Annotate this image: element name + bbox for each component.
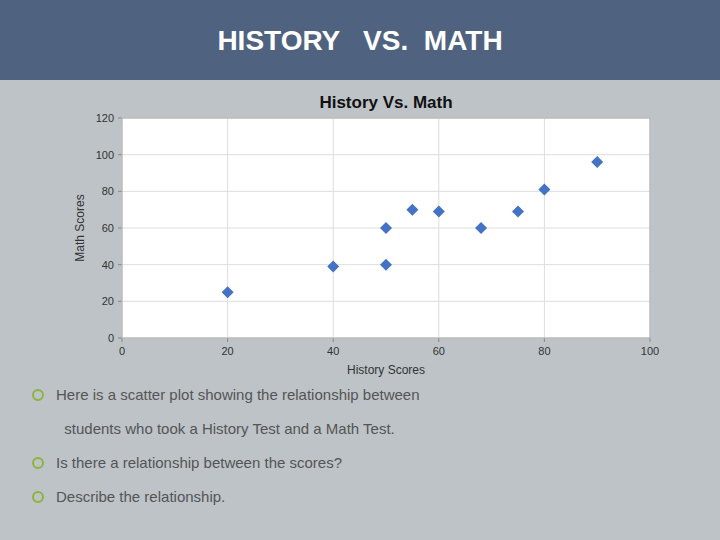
x-tick-label: 100 — [641, 345, 659, 357]
point — [380, 222, 392, 234]
y-grid-line — [122, 301, 650, 302]
y-tick-label: 100 — [96, 149, 114, 161]
x-tick — [333, 338, 334, 342]
note-text: Is there a relationship between the scor… — [56, 454, 342, 471]
point — [222, 286, 234, 298]
y-tick — [118, 338, 122, 339]
bullet — [33, 492, 43, 502]
y-tick-label: 0 — [108, 332, 114, 344]
chart-container: HISTORY VS. MATH History Vs. Math 0 20 40 60 8… — [0, 0, 720, 540]
y-axis-label: Math Scores — [73, 194, 87, 261]
y-tick — [118, 264, 122, 265]
x-tick-label: 40 — [327, 345, 339, 357]
plot-frame — [122, 118, 650, 338]
point — [406, 204, 418, 216]
point — [538, 184, 550, 196]
axes: 0 20 40 60 80 100 0 20 40 60 80 100 120 — [96, 112, 660, 357]
title: HISTORY VS. MATH — [217, 25, 502, 56]
y-tick — [118, 191, 122, 192]
point — [380, 259, 392, 271]
chart-title: History Vs. Math — [319, 93, 452, 112]
plot-area — [122, 118, 650, 338]
y-tick — [118, 154, 122, 155]
x-tick — [122, 338, 123, 342]
x-tick-label: 60 — [433, 345, 445, 357]
point — [327, 261, 339, 273]
notes: Here is a scatter plot showing the relat… — [33, 386, 420, 505]
y-tick — [118, 301, 122, 302]
point — [433, 206, 445, 218]
bullet — [33, 458, 43, 468]
header-bar — [0, 0, 720, 80]
y-tick — [118, 118, 122, 119]
y-tick — [118, 228, 122, 229]
x-tick — [650, 338, 651, 342]
y-tick-label: 80 — [102, 185, 114, 197]
x-axis-label: History Scores — [347, 363, 425, 377]
y-tick-label: 20 — [102, 295, 114, 307]
x-tick-label: 0 — [119, 345, 125, 357]
y-grid-line — [122, 154, 650, 155]
points — [222, 156, 604, 298]
note-text: Here is a scatter plot showing the relat… — [56, 386, 420, 403]
note-text: students who took a History Test and a M… — [56, 420, 395, 437]
y-grid-line — [122, 191, 650, 192]
point — [591, 156, 603, 168]
y-tick-label: 120 — [96, 112, 114, 124]
x-tick — [544, 338, 545, 342]
point — [512, 206, 524, 218]
x-tick — [438, 338, 439, 342]
grid — [122, 118, 650, 338]
x-tick-label: 20 — [221, 345, 233, 357]
point — [475, 222, 487, 234]
bullet — [33, 390, 43, 400]
x-tick — [227, 338, 228, 342]
note-text: Describe the relationship. — [56, 488, 225, 505]
chart-svg: HISTORY VS. MATH History Vs. Math 0 20 40 60 8… — [0, 0, 720, 540]
x-tick-label: 80 — [538, 345, 550, 357]
y-tick-label: 60 — [102, 222, 114, 234]
background — [0, 0, 720, 540]
y-tick-label: 40 — [102, 259, 114, 271]
